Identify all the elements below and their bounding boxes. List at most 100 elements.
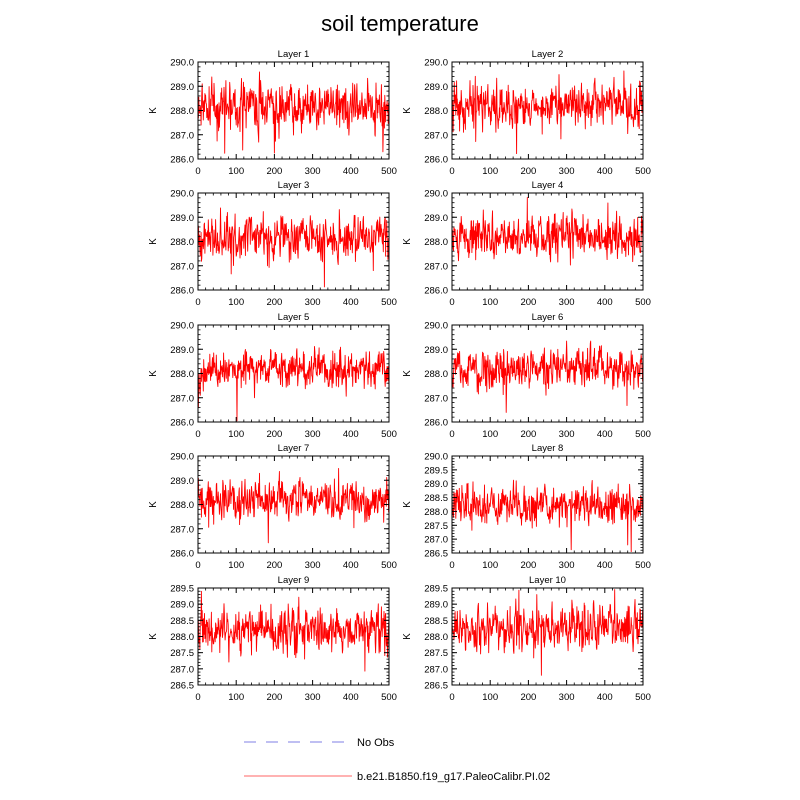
y-tick-label: 289.0 bbox=[424, 600, 448, 611]
y-tick-label: 288.0 bbox=[170, 106, 194, 117]
x-tick-label: 0 bbox=[195, 166, 200, 177]
x-tick-label: 100 bbox=[482, 560, 498, 571]
panel-7: Layer 7 K 0 100 200 300 400 500 286.0 287.0 288.0 2… bbox=[148, 443, 397, 571]
y-tick-label: 290.0 bbox=[170, 321, 194, 332]
x-tick-label: 200 bbox=[266, 297, 282, 308]
y-tick-label: 287.0 bbox=[170, 130, 194, 141]
y-tick-label: 287.0 bbox=[170, 524, 194, 535]
series-line bbox=[197, 468, 390, 544]
x-tick-label: 400 bbox=[343, 166, 359, 177]
x-tick-label: 400 bbox=[343, 297, 359, 308]
y-tick-label: 287.5 bbox=[170, 648, 194, 659]
x-tick-label: 500 bbox=[381, 297, 397, 308]
series-line bbox=[451, 197, 644, 266]
y-tick-label: 289.0 bbox=[424, 345, 448, 356]
y-tick-label: 290.0 bbox=[424, 321, 448, 332]
y-tick-label: 286.5 bbox=[424, 549, 448, 560]
x-tick-label: 200 bbox=[520, 297, 536, 308]
y-tick-label: 288.0 bbox=[170, 237, 194, 248]
y-tick-label: 286.5 bbox=[170, 681, 194, 692]
x-tick-label: 500 bbox=[635, 166, 651, 177]
y-tick-label: 289.5 bbox=[424, 584, 448, 595]
y-axis-label: K bbox=[402, 633, 413, 640]
x-tick-label: 100 bbox=[482, 692, 498, 703]
x-tick-label: 200 bbox=[266, 429, 282, 440]
y-tick-label: 287.0 bbox=[170, 261, 194, 272]
y-axis-label: K bbox=[148, 370, 159, 377]
x-tick-label: 300 bbox=[305, 297, 321, 308]
y-tick-label: 288.0 bbox=[170, 500, 194, 511]
x-tick-label: 100 bbox=[228, 429, 244, 440]
y-axis-label: K bbox=[402, 107, 413, 114]
panel-title: Layer 10 bbox=[529, 575, 566, 586]
x-tick-label: 400 bbox=[343, 560, 359, 571]
y-tick-label: 288.5 bbox=[170, 616, 194, 627]
x-tick-label: 500 bbox=[635, 692, 651, 703]
y-tick-label: 287.0 bbox=[424, 664, 448, 675]
x-tick-label: 200 bbox=[520, 429, 536, 440]
y-tick-label: 288.0 bbox=[424, 106, 448, 117]
y-tick-label: 288.0 bbox=[170, 369, 194, 380]
y-tick-label: 289.0 bbox=[170, 213, 194, 224]
y-tick-label: 290.0 bbox=[424, 58, 448, 69]
x-tick-label: 200 bbox=[520, 692, 536, 703]
y-tick-label: 286.0 bbox=[170, 418, 194, 429]
y-tick-label: 289.0 bbox=[424, 479, 448, 490]
x-tick-label: 100 bbox=[482, 166, 498, 177]
y-tick-label: 289.0 bbox=[170, 600, 194, 611]
x-tick-label: 300 bbox=[559, 166, 575, 177]
legend-model-label: b.e21.B1850.f19_g17.PaleoCalibr.PI.02 bbox=[357, 771, 550, 783]
figure-title: soil temperature bbox=[321, 11, 479, 36]
y-tick-label: 286.0 bbox=[170, 155, 194, 166]
x-tick-label: 400 bbox=[597, 692, 613, 703]
panel-title: Layer 8 bbox=[532, 443, 564, 454]
series-line bbox=[451, 479, 644, 553]
x-tick-label: 100 bbox=[228, 297, 244, 308]
x-tick-label: 400 bbox=[343, 692, 359, 703]
y-tick-label: 287.5 bbox=[424, 648, 448, 659]
y-tick-label: 288.5 bbox=[424, 493, 448, 504]
x-tick-label: 0 bbox=[195, 429, 200, 440]
x-tick-label: 200 bbox=[266, 560, 282, 571]
y-tick-label: 290.0 bbox=[424, 452, 448, 463]
x-tick-label: 300 bbox=[559, 297, 575, 308]
legend-obs-label: No Obs bbox=[357, 737, 395, 749]
x-tick-label: 400 bbox=[597, 429, 613, 440]
x-tick-label: 0 bbox=[449, 297, 454, 308]
y-tick-label: 286.0 bbox=[424, 286, 448, 297]
series-line bbox=[451, 589, 644, 676]
y-tick-label: 290.0 bbox=[170, 58, 194, 69]
panel-6: Layer 6 K 0 100 200 300 400 500 286.0 287.0 288.0 2… bbox=[402, 312, 651, 440]
panel-1: Layer 1 K 0 100 200 300 400 500 286.0 287.0 288.0 2… bbox=[148, 49, 397, 177]
panel-title: Layer 5 bbox=[278, 312, 310, 323]
x-tick-label: 200 bbox=[520, 166, 536, 177]
y-tick-label: 286.0 bbox=[424, 418, 448, 429]
plot-frame bbox=[197, 192, 390, 291]
x-tick-label: 100 bbox=[482, 429, 498, 440]
x-tick-label: 200 bbox=[520, 560, 536, 571]
x-tick-label: 0 bbox=[195, 560, 200, 571]
y-tick-label: 287.0 bbox=[424, 261, 448, 272]
y-tick-label: 290.0 bbox=[170, 189, 194, 200]
panel-grid: Layer 1 K 0 100 200 300 400 500 286.0 287.0 288.0 2… bbox=[148, 49, 651, 703]
y-tick-label: 289.0 bbox=[424, 82, 448, 93]
y-tick-label: 289.0 bbox=[170, 82, 194, 93]
x-tick-label: 400 bbox=[597, 297, 613, 308]
y-tick-label: 289.5 bbox=[170, 584, 194, 595]
y-axis-label: K bbox=[148, 107, 159, 114]
panel-title: Layer 3 bbox=[278, 180, 310, 191]
x-tick-label: 100 bbox=[228, 692, 244, 703]
x-tick-label: 300 bbox=[559, 560, 575, 571]
x-tick-label: 500 bbox=[381, 692, 397, 703]
y-axis-label: K bbox=[148, 501, 159, 508]
y-tick-label: 287.5 bbox=[424, 521, 448, 532]
y-tick-label: 287.0 bbox=[424, 130, 448, 141]
x-tick-label: 0 bbox=[195, 692, 200, 703]
y-tick-label: 289.0 bbox=[170, 476, 194, 487]
panel-2: Layer 2 K 0 100 200 300 400 500 286.0 287.0 288.0 2… bbox=[402, 49, 651, 177]
panel-5: Layer 5 K 0 100 200 300 400 500 286.0 287.0 288.0 2… bbox=[148, 312, 397, 440]
y-axis-label: K bbox=[148, 633, 159, 640]
y-axis-label: K bbox=[148, 238, 159, 245]
x-tick-label: 300 bbox=[559, 692, 575, 703]
x-tick-label: 300 bbox=[305, 166, 321, 177]
